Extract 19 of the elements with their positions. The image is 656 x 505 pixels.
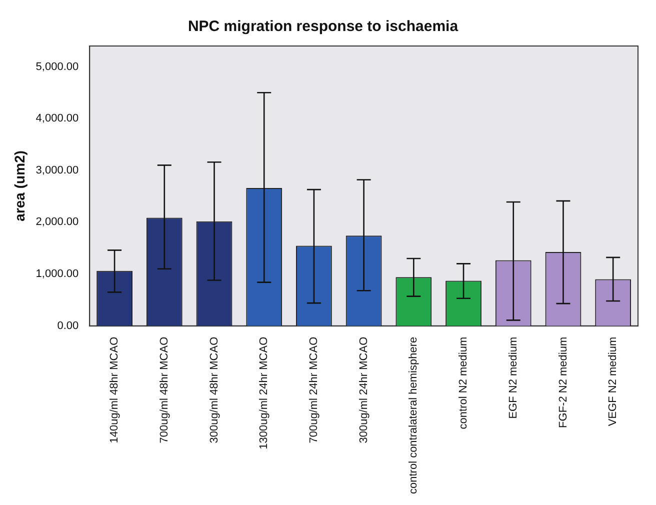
- x-tick-label: control contralateral hemisphere: [408, 336, 420, 494]
- y-tick-label: 4,000.00: [36, 112, 79, 125]
- y-tick-label: 5,000.00: [36, 60, 79, 73]
- x-tick-label: 1300ug/ml 24hr MCAO: [258, 336, 270, 450]
- x-tick-label: 300ug/ml 48hr MCAO: [208, 336, 220, 444]
- x-tick-label: 300ug/ml 24hr MCAO: [358, 336, 370, 444]
- x-tick-label: 700ug/ml 24hr MCAO: [308, 336, 320, 444]
- x-tick-label: control N2 medium: [458, 336, 470, 430]
- x-tick-label: FGF-2 N2 medium: [557, 336, 570, 428]
- x-tick-label: EGF N2 medium: [507, 336, 520, 419]
- y-tick-label: 0.00: [57, 320, 79, 332]
- chart-title: NPC migration response to ischaemia: [188, 18, 459, 36]
- x-tick-label: 700ug/ml 48hr MCAO: [158, 336, 170, 444]
- y-axis-title: area (um2): [11, 150, 28, 222]
- y-tick-label: 2,000.00: [36, 216, 79, 228]
- x-tick-label: VEGF N2 medium: [607, 336, 620, 426]
- y-tick-label: 3,000.00: [36, 164, 79, 176]
- x-tick-label: 140ug/ml 48hr MCAO: [108, 336, 121, 444]
- y-tick-label: 1,000.00: [36, 268, 79, 280]
